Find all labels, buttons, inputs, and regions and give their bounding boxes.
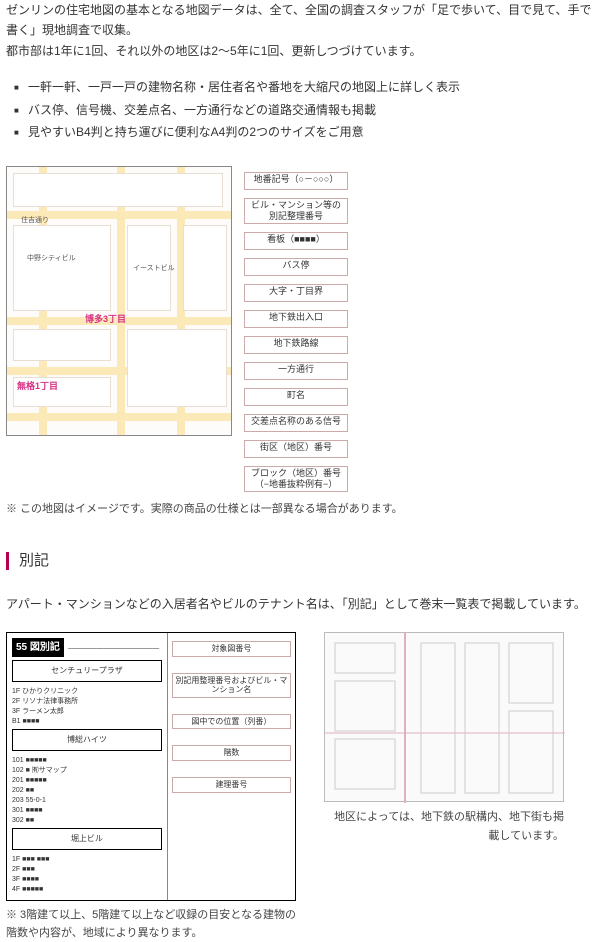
intro-paragraph: ゼンリンの住宅地図の基本となる地図データは、全て、全国の調査スタッフが「足で歩い… xyxy=(6,0,595,61)
map-building-label: イーストビル xyxy=(133,263,175,275)
accent-bar-icon xyxy=(6,552,9,570)
legend-callout: 階数 xyxy=(172,745,291,761)
map-road-label: 住吉通り xyxy=(21,215,49,227)
legend-block: 55 図別記 ————————————— センチュリープラザ 1F ひかりクリニ… xyxy=(6,632,296,942)
legend-callout: 図中での位置（列番） xyxy=(172,714,291,730)
legend-callout: 別記用整理番号およびビル・マンション名 xyxy=(172,673,291,698)
legend-rows: 101 ■■■■■ 102 ■ ㈲サマップ 201 ■■■■■ 202 ■■ 2… xyxy=(12,756,162,826)
legend-callout: 対象図番号 xyxy=(172,641,291,657)
map-callout: 看板（■■■■） xyxy=(244,232,348,250)
map-callout: ブロック（地区）番号（−地番抜粋例有−） xyxy=(244,466,348,492)
map-callout: バス停 xyxy=(244,258,348,276)
station-block: 地区によっては、地下鉄の駅構内、地下街も掲載しています。 xyxy=(324,632,564,845)
legend-disclaimer: ※ 3階建て以上、5階建て以上など収録の目安となる建物の階数や内容が、地域により… xyxy=(6,907,296,942)
section-title: 別記 xyxy=(19,548,49,574)
map-callout: 地番記号（○－○○○） xyxy=(244,172,348,190)
map-callout: 町名 xyxy=(244,388,348,406)
map-chome-label: 博多3丁目 xyxy=(85,312,126,327)
station-map-image xyxy=(324,632,564,802)
bekki-intro-text: アパート・マンションなどの入居者名やビルのテナント名は、「別記」として巻末一覧表… xyxy=(6,594,595,614)
legend-callout: 建理番号 xyxy=(172,777,291,793)
feature-item: 見やすいB4判と持ち運びに便利なA4判の2つのサイズをご用意 xyxy=(14,122,595,142)
map-callout: ビル・マンション等の別記整理番号 xyxy=(244,198,348,224)
legend-rows: 1F ■■■ ■■■ 2F ■■■ 3F ■■■■ 4F ■■■■■ xyxy=(12,855,162,894)
section-header: 別記 xyxy=(6,548,595,574)
legend-sample: センチュリープラザ xyxy=(12,660,162,682)
lower-row: 55 図別記 ————————————— センチュリープラザ 1F ひかりクリニ… xyxy=(6,632,595,942)
map-callout: 一方通行 xyxy=(244,362,348,380)
legend-sample: 堀上ビル xyxy=(12,828,162,850)
station-note: 地区によっては、地下鉄の駅構内、地下街も掲載しています。 xyxy=(324,808,564,845)
map-disclaimer: ※ この地図はイメージです。実際の商品の仕様とは一部異なる場合があります。 xyxy=(6,500,595,519)
map-chome-label: 無格1丁目 xyxy=(17,379,58,394)
map-figure: 住吉通り イーストビル 中野シティビル 博多3丁目 無格1丁目 地番記号（○－○… xyxy=(6,166,595,491)
feature-list: 一軒一軒、一戸一戸の建物名称・居住者名や番地を大縮尺の地図上に詳しく表示 バス停… xyxy=(14,77,595,142)
legend-sample: 博総ハイツ xyxy=(12,729,162,751)
map-callout: 地下鉄路線 xyxy=(244,336,348,354)
legend-rows: 1F ひかりクリニック 2F リソナ法律事務所 3F ラーメン太郎 B1 ■■■… xyxy=(12,687,162,726)
map-callout-column: 地番記号（○－○○○） ビル・マンション等の別記整理番号 看板（■■■■） バス… xyxy=(232,166,362,491)
legend-figure: 55 図別記 ————————————— センチュリープラザ 1F ひかりクリニ… xyxy=(6,632,296,901)
intro-line1: ゼンリンの住宅地図の基本となる地図データは、全て、全国の調査スタッフが「足で歩い… xyxy=(6,3,592,37)
legend-right: 対象図番号 別記用整理番号およびビル・マンション名 図中での位置（列番） 階数 … xyxy=(168,633,295,900)
legend-header: 55 図別記 xyxy=(12,638,64,657)
intro-line2: 都市部は1年に1回、それ以外の地区は2〜5年に1回、更新しつづけています。 xyxy=(6,44,421,58)
map-callout: 地下鉄出入口 xyxy=(244,310,348,328)
legend-left: 55 図別記 ————————————— センチュリープラザ 1F ひかりクリニ… xyxy=(7,633,168,900)
map-building-label: 中野シティビル xyxy=(27,253,76,265)
feature-item: バス停、信号機、交差点名、一方通行などの道路交通情報も掲載 xyxy=(14,100,595,120)
map-image: 住吉通り イーストビル 中野シティビル 博多3丁目 無格1丁目 xyxy=(6,166,232,436)
feature-item: 一軒一軒、一戸一戸の建物名称・居住者名や番地を大縮尺の地図上に詳しく表示 xyxy=(14,77,595,97)
map-callout: 交差点名称のある信号 xyxy=(244,414,348,432)
map-callout: 大字・丁目界 xyxy=(244,284,348,302)
map-callout: 街区（地区）番号 xyxy=(244,440,348,458)
